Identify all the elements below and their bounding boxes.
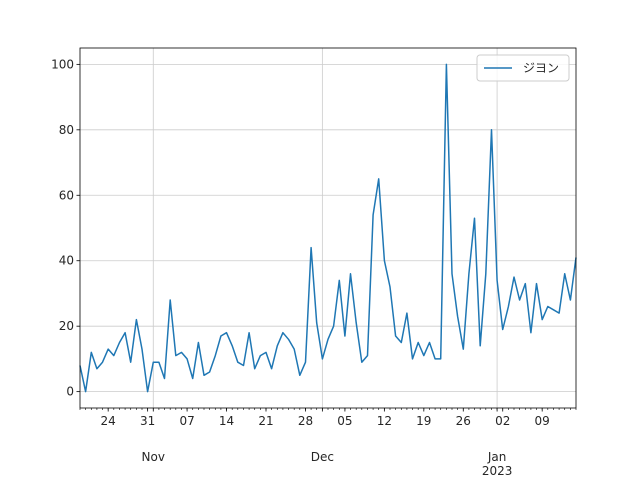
plot-frame bbox=[80, 48, 576, 408]
grid bbox=[80, 48, 576, 408]
x-tick-label: 21 bbox=[258, 414, 273, 428]
x-tick-label: 24 bbox=[101, 414, 116, 428]
x-major-tick-label: Jan bbox=[487, 450, 507, 464]
x-tick-label: 31 bbox=[140, 414, 155, 428]
x-tick-label: 28 bbox=[298, 414, 313, 428]
y-tick-label: 40 bbox=[59, 254, 74, 268]
x-tick-label: 09 bbox=[535, 414, 550, 428]
y-tick-label: 0 bbox=[66, 385, 74, 399]
legend: ジヨン bbox=[477, 55, 569, 81]
y-tick-label: 80 bbox=[59, 123, 74, 137]
series-layer bbox=[80, 64, 576, 391]
x-major-tick-label: Dec bbox=[311, 450, 334, 464]
x-tick-label: 05 bbox=[337, 414, 352, 428]
series-line bbox=[80, 64, 576, 391]
x-tick-label: 19 bbox=[416, 414, 431, 428]
x-major-tick-label: Nov bbox=[142, 450, 165, 464]
x-tick-label: 12 bbox=[377, 414, 392, 428]
x-tick-label: 26 bbox=[456, 414, 471, 428]
x-tick-label: 14 bbox=[219, 414, 234, 428]
y-tick-label: 100 bbox=[51, 57, 74, 71]
y-tick-label: 60 bbox=[59, 188, 74, 202]
x-tick-label: 07 bbox=[179, 414, 194, 428]
legend-label: ジヨン bbox=[523, 61, 559, 75]
y-tick-label: 20 bbox=[59, 319, 74, 333]
x-major-tick-label: 2023 bbox=[482, 464, 513, 478]
x-tick-label: 02 bbox=[495, 414, 510, 428]
